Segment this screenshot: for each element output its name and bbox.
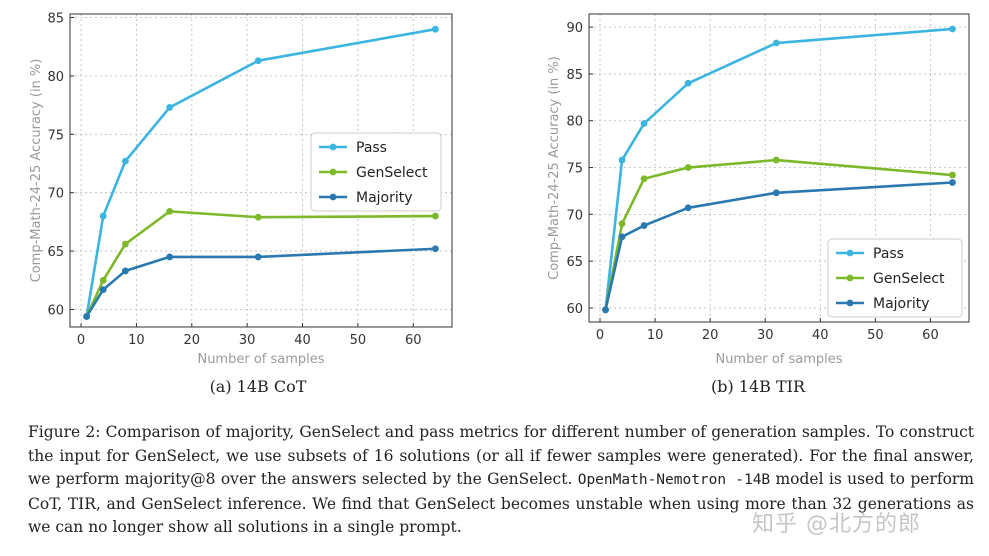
x-tick-label: 40	[294, 333, 311, 348]
point-genselect	[166, 207, 174, 215]
x-tick-label: 50	[350, 333, 367, 348]
point-majority	[684, 204, 692, 212]
x-tick-label: 30	[239, 333, 256, 348]
series-line-pass	[604, 27, 953, 310]
x-tick-label: 10	[647, 328, 664, 343]
legend-label-genselect: GenSelect	[356, 165, 428, 181]
watermark: 知乎 @北方的郎	[752, 512, 921, 537]
legend-marker-pass	[329, 143, 337, 151]
x-tick-label: 20	[702, 328, 719, 343]
y-tick-label: 85	[566, 68, 583, 83]
point-pass	[772, 39, 780, 47]
point-genselect	[431, 212, 439, 220]
y-tick-label: 70	[566, 208, 583, 223]
x-tick-label: 60	[922, 328, 939, 343]
point-majority	[618, 233, 626, 241]
x-tick-label: 10	[128, 333, 145, 348]
y-tick-label: 70	[47, 187, 64, 202]
plot-frame	[69, 13, 453, 328]
x-axis-label: Number of samples	[197, 352, 324, 367]
point-majority	[772, 189, 780, 197]
y-tick-label: 60	[47, 303, 64, 318]
x-tick-label: 20	[184, 333, 201, 348]
point-majority	[640, 222, 648, 229]
figure-caption: Figure 2: Comparison of majority, GenSel…	[28, 421, 974, 540]
point-pass	[431, 25, 439, 33]
point-pass	[949, 25, 956, 33]
point-genselect	[640, 175, 648, 183]
legend-box	[310, 132, 442, 212]
caption-part1: Figure 2: Comparison of majority, GenSel…	[28, 423, 974, 488]
point-pass	[640, 120, 648, 127]
x-tick-label: 40	[812, 328, 829, 343]
x-tick-label: 0	[77, 333, 85, 348]
point-pass	[684, 79, 692, 87]
point-majority	[431, 245, 439, 253]
y-axis-label: Comp-Math-24-25 Accuracy (in %)	[547, 56, 562, 280]
x-axis-label: Number of samples	[715, 352, 842, 367]
caption-model-name: OpenMath-Nemotron -14B	[577, 472, 771, 488]
y-tick-label: 85	[47, 12, 64, 27]
point-genselect	[99, 276, 107, 284]
y-tick-label: 65	[47, 245, 64, 260]
point-majority	[254, 253, 262, 261]
y-tick-label: 75	[47, 128, 64, 143]
point-majority	[99, 286, 107, 294]
legend-label-majority: Majority	[356, 190, 413, 206]
point-pass	[166, 104, 174, 111]
point-pass	[121, 157, 129, 165]
series-line-majority	[85, 247, 436, 318]
x-tick-label: 0	[596, 328, 604, 343]
subcaption-a: (a) 14B CoT	[209, 377, 307, 396]
y-tick-label: 75	[566, 162, 583, 177]
legend-label-pass: Pass	[356, 140, 387, 156]
x-tick-label: 50	[867, 328, 884, 343]
legend-label-majority: Majority	[873, 296, 930, 312]
point-pass	[99, 212, 107, 220]
x-tick-label: 60	[405, 333, 422, 348]
point-genselect	[772, 156, 780, 164]
subcaption-b: (b) 14B TIR	[710, 377, 806, 396]
point-genselect	[949, 171, 956, 179]
series-line-genselect	[85, 210, 436, 318]
y-tick-label: 60	[566, 302, 583, 317]
chart-14b-cot: 0 10 20 30 40 50 60 60 65 70 75 80 85 Number of sampl…	[29, 12, 453, 367]
point-pass	[254, 57, 262, 65]
y-axis-label: Comp-Math-24-25 Accuracy (in %)	[29, 59, 44, 283]
legend-marker-pass	[846, 249, 854, 257]
legend-marker-majority	[846, 299, 854, 307]
chart-14b-tir: 0 10 20 30 40 50 60 60 65 70 75 80 85 90 Number of sam…	[547, 13, 970, 367]
x-tick-label: 30	[757, 328, 774, 343]
point-majority	[602, 306, 609, 314]
point-pass	[618, 156, 626, 164]
point-majority	[949, 179, 956, 186]
y-tick-label: 65	[566, 255, 583, 270]
legend-box	[827, 238, 963, 318]
caption-part2: model is used to perform CoT, TIR, and G…	[28, 470, 975, 536]
series-line-majority	[604, 181, 953, 311]
point-majority	[166, 253, 174, 261]
point-genselect	[254, 213, 262, 221]
point-genselect	[121, 240, 129, 248]
y-tick-label: 90	[566, 21, 583, 36]
legend-marker-majority	[329, 193, 337, 201]
legend-marker-genselect	[329, 168, 337, 176]
point-majority	[83, 313, 91, 320]
y-tick-label: 80	[566, 115, 583, 130]
point-majority	[121, 267, 129, 275]
legend-label-genselect: GenSelect	[873, 271, 945, 287]
y-tick-label: 80	[47, 70, 64, 85]
legend-marker-genselect	[846, 274, 854, 282]
point-genselect	[618, 220, 626, 228]
series-line-pass	[85, 27, 436, 317]
point-genselect	[684, 164, 692, 171]
legend-label-pass: Pass	[873, 246, 904, 262]
